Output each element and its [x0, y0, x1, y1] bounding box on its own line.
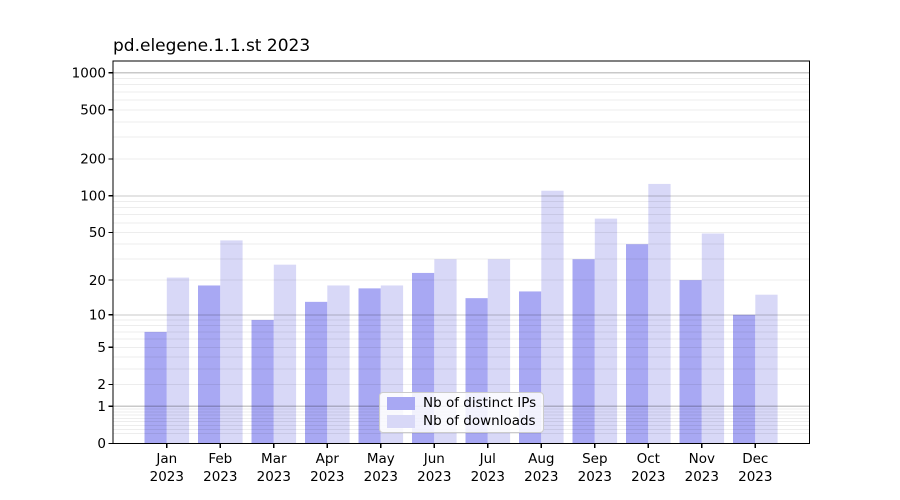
legend-item-downloads: Nb of downloads [387, 412, 536, 429]
bar-distinct-ips-apr [305, 301, 328, 444]
x-tick-label-month-apr: Apr [316, 451, 340, 467]
x-tick-label-year-jul: 2023 [471, 469, 505, 485]
y-tick-label-100: 100 [80, 189, 106, 205]
bar-distinct-ips-may [358, 288, 381, 444]
y-tick-label-200: 200 [80, 152, 106, 168]
bar-distinct-ips-dec [733, 314, 756, 444]
bar-downloads-mar [273, 264, 297, 444]
legend-label-distinct-ips: Nb of distinct IPs [423, 395, 537, 411]
x-tick-label-year-oct: 2023 [631, 469, 665, 485]
bar-downloads-oct [648, 183, 671, 444]
x-tick-label-month-mar: Mar [261, 451, 287, 467]
x-tick-label-month-sep: Sep [582, 451, 607, 467]
x-tick-label-month-jul: Jul [479, 451, 496, 467]
legend: Nb of distinct IPs Nb of downloads [379, 392, 544, 433]
plot-frame [112, 60, 811, 445]
x-tick-label-year-apr: 2023 [310, 469, 344, 485]
x-tick-label-year-nov: 2023 [685, 469, 719, 485]
chart-title: pd.elegene.1.1.st 2023 [113, 36, 311, 56]
y-tick-label-50: 50 [89, 225, 106, 241]
x-tick-label-year-mar: 2023 [257, 469, 291, 485]
bar-distinct-ips-oct [626, 244, 649, 444]
bar-downloads-dec [755, 294, 778, 444]
bar-distinct-ips-nov [679, 280, 702, 444]
bar-downloads-apr [327, 285, 350, 444]
x-tick-label-year-jun: 2023 [417, 469, 451, 485]
x-tick-label-month-feb: Feb [208, 451, 232, 467]
bar-distinct-ips-jan [144, 331, 167, 444]
y-tick-label-20: 20 [89, 273, 106, 289]
x-tick-label-year-sep: 2023 [578, 469, 612, 485]
y-tick-label-5: 5 [97, 340, 106, 356]
y-tick-label-2: 2 [97, 377, 106, 393]
x-tick-label-year-jan: 2023 [150, 469, 184, 485]
y-tick-label-1: 1 [97, 399, 106, 415]
bar-downloads-jan [166, 277, 190, 444]
x-tick-label-year-aug: 2023 [524, 469, 558, 485]
legend-item-distinct-ips: Nb of distinct IPs [387, 395, 537, 411]
bar-distinct-ips-feb [198, 285, 221, 444]
x-tick-label-month-may: May [367, 451, 395, 467]
x-tick-label-month-nov: Nov [689, 451, 715, 467]
x-tick-label-month-oct: Oct [637, 451, 660, 467]
y-tick-label-1000: 1000 [72, 65, 106, 81]
y-tick-label-0: 0 [97, 436, 106, 452]
y-tick-label-500: 500 [80, 103, 106, 119]
x-tick-label-year-feb: 2023 [203, 469, 237, 485]
x-tick-label-month-jun: Jun [423, 451, 445, 467]
x-tick-label-month-jan: Jan [155, 451, 177, 467]
x-tick-label-year-dec: 2023 [738, 469, 772, 485]
bar-downloads-aug [541, 190, 564, 444]
x-tick-label-month-aug: Aug [528, 451, 554, 467]
bar-downloads-sep [594, 218, 618, 444]
x-tick-label-month-dec: Dec [742, 451, 768, 467]
legend-swatch-distinct-ips [387, 397, 415, 411]
bar-distinct-ips-mar [251, 319, 274, 444]
bar-downloads-feb [220, 240, 243, 444]
y-tick-label-10: 10 [89, 308, 106, 324]
x-tick-label-year-may: 2023 [364, 469, 398, 485]
bar-distinct-ips-sep [572, 259, 595, 444]
legend-label-downloads: Nb of downloads [423, 412, 536, 429]
bar-downloads-nov [701, 233, 725, 444]
legend-swatch-downloads [387, 414, 415, 428]
